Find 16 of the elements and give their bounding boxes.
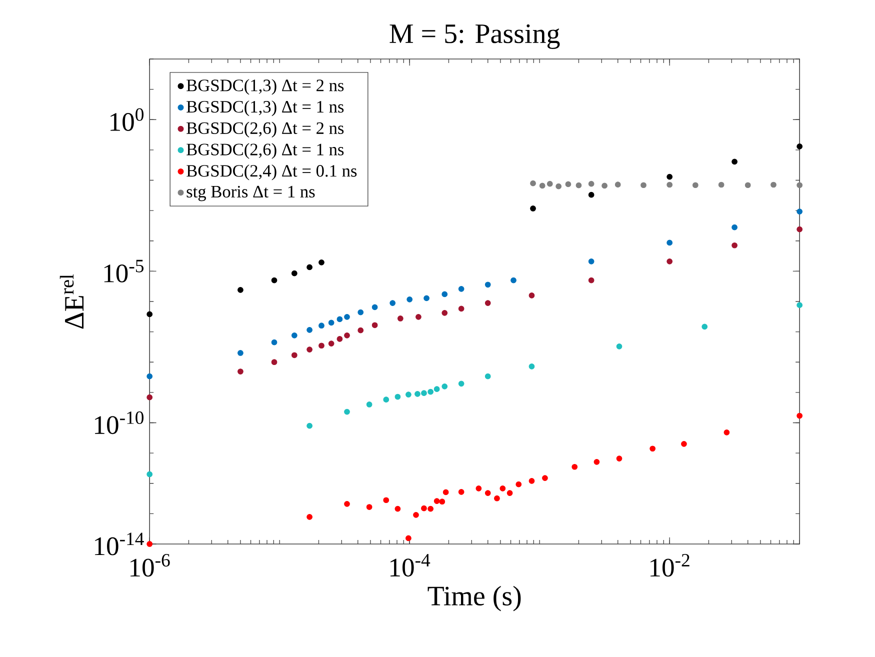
legend-label: stg Boris Δt = 1 ns [186, 186, 315, 202]
y-tick-label: 10$^{0}$ [110, 108, 144, 131]
legend-label: BGSDC(2,6) Δt = 1 ns [186, 143, 344, 159]
legend-label: BGSDC(1,3) Δt = 2 ns [186, 79, 344, 95]
y-tick-label: 10$^{-5}$ [104, 260, 144, 282]
x-tick-label: 10$^{-2}$ [650, 554, 690, 577]
legend-label: BGSDC(2,6) Δt = 2 ns [186, 122, 344, 138]
legend-label: BGSDC(1,3) Δt = 1 ns [186, 100, 344, 116]
x-tick-label: 10$^{-4}$ [390, 554, 430, 577]
y-tick-label: 10$^{-10}$ [95, 411, 144, 434]
chart-title: M = 5: Passing [390, 24, 560, 49]
x-tick-label: 10$^{-6}$ [130, 554, 170, 577]
y-axis-title: ΔE$^{rel}$ [60, 274, 84, 329]
legend-label: BGSDC(2,4) Δt = 0.1 ns [186, 164, 357, 180]
x-axis-title: Time (s) [428, 586, 521, 612]
y-tick-label: 10$^{-14}$ [95, 532, 144, 556]
